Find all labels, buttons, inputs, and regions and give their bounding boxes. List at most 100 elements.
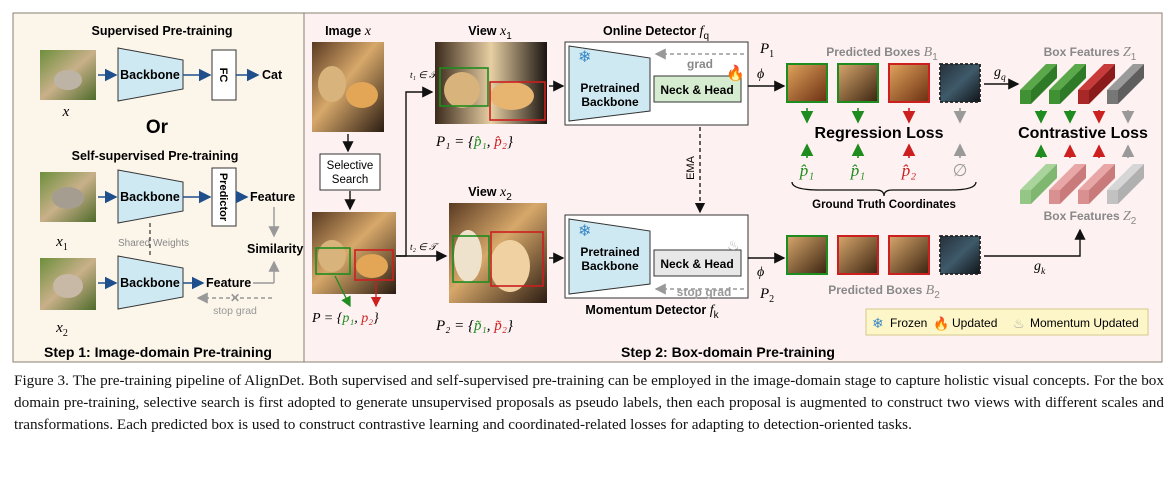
feature-label-bottom: Feature bbox=[206, 276, 251, 290]
predictor-block bbox=[211, 167, 237, 227]
view1-label: View x1 bbox=[468, 24, 512, 42]
selective-search-label: Selective Search bbox=[327, 160, 374, 186]
step1-title: Step 1: Image-domain Pre-training bbox=[44, 344, 272, 360]
online-neck-head-label: Neck & Head bbox=[660, 83, 733, 97]
online-backbone-block bbox=[568, 45, 651, 122]
backbone-label: Backbone bbox=[120, 68, 180, 82]
cat-figure bbox=[346, 82, 378, 108]
gq-label: gq bbox=[994, 65, 1006, 83]
view2-box-p1 bbox=[452, 235, 490, 283]
momentum-backbone-block bbox=[568, 218, 651, 295]
momentum-flame-icon: ♨ bbox=[727, 237, 740, 253]
stop-grad-cross-icon: ✕ bbox=[230, 291, 240, 305]
view2-box-p2 bbox=[490, 231, 544, 287]
gt-item-1: p̂₁ bbox=[799, 161, 814, 180]
momentum-backbone-label: Pretrained Backbone bbox=[580, 245, 639, 273]
contrastive-loss-label: Contrastive Loss bbox=[1018, 125, 1148, 142]
cat-figure bbox=[356, 254, 388, 278]
predicted-box-1 bbox=[786, 63, 828, 103]
feature-bar-z2-4 bbox=[1107, 164, 1144, 204]
or-label: Or bbox=[146, 117, 169, 138]
proposal-box-p1 bbox=[315, 247, 351, 275]
caption-text: Figure 3. The pre-training pipeline of A… bbox=[14, 372, 1164, 433]
self-supervised-title: Self-supervised Pre-training bbox=[72, 149, 239, 163]
feature-bar-z1-3 bbox=[1078, 64, 1115, 104]
box-features-Z1-label: Box Features Z1 bbox=[1044, 45, 1137, 63]
feature-bar-z2-3 bbox=[1078, 164, 1115, 204]
proposal-box-p2 bbox=[354, 249, 394, 281]
t2-label: t₂ ∈ 𝒯 bbox=[410, 243, 440, 253]
cat-figure bbox=[490, 82, 534, 110]
feature-bar-z1-2 bbox=[1049, 64, 1086, 104]
box-features-Z2-label: Box Features Z2 bbox=[1044, 209, 1137, 227]
supervised-title: Supervised Pre-training bbox=[91, 24, 232, 38]
backbone-block-online bbox=[117, 169, 184, 224]
phi-label-bottom: ϕ bbox=[757, 265, 764, 280]
predicted-box-3 bbox=[888, 63, 930, 103]
shared-weights-label: Shared Weights bbox=[118, 238, 189, 249]
gt-item-2: p̂₁ bbox=[850, 161, 865, 180]
backbone-label: Backbone bbox=[120, 276, 180, 290]
legend-updated: Updated bbox=[952, 316, 997, 330]
feature-bar-z2-2 bbox=[1049, 164, 1086, 204]
online-neck-head-block bbox=[653, 75, 742, 103]
cat-figure bbox=[53, 274, 83, 298]
feature-bar-z1-1 bbox=[1020, 64, 1057, 104]
selective-search-box bbox=[319, 153, 381, 191]
backbone-block-supervised bbox=[117, 47, 184, 102]
P2-label: P2 bbox=[759, 286, 774, 305]
dog-figure bbox=[318, 240, 346, 272]
snowflake-icon: ❄ bbox=[872, 315, 884, 331]
feature-label-top: Feature bbox=[250, 190, 295, 204]
legend-momentum-updated: Momentum Updated bbox=[1030, 316, 1139, 330]
fc-block bbox=[211, 49, 237, 101]
view1-box-p1 bbox=[439, 67, 489, 107]
x2-label: x2 bbox=[55, 320, 68, 339]
x1-label: x1 bbox=[55, 234, 68, 253]
proposal-set-label: P = {p₁, p₂} bbox=[311, 311, 379, 326]
similarity-label: Similarity bbox=[247, 242, 303, 256]
arrow-p1 bbox=[334, 275, 351, 308]
snowflake-icon: ❄ bbox=[578, 223, 591, 240]
gt-coords-label: Ground Truth Coordinates bbox=[812, 199, 956, 211]
image-x-label: Image x bbox=[325, 24, 372, 39]
t1-label: t₁ ∈ 𝒯 bbox=[410, 71, 440, 81]
P1-set-label: P₁ = {p̂₁, p̂₂} bbox=[435, 134, 513, 150]
momentum-flame-icon: ♨ bbox=[1013, 316, 1025, 331]
online-detector-title: Online Detector fq bbox=[603, 24, 709, 42]
cat-figure bbox=[52, 187, 84, 209]
momentum-detector-title: Momentum Detector fk bbox=[585, 303, 719, 321]
view2-label: View x2 bbox=[468, 185, 512, 203]
predicted-boxes-B1-label: Predicted Boxes B1 bbox=[826, 45, 938, 63]
online-backbone-label: Pretrained Backbone bbox=[580, 81, 639, 109]
gt-item-4: ∅ bbox=[953, 161, 968, 180]
predicted-box-b2-3 bbox=[888, 235, 930, 275]
stop-grad-label: stop grad bbox=[213, 305, 257, 317]
dog-figure bbox=[454, 230, 482, 282]
gk-arrow bbox=[984, 228, 1086, 257]
backbone-label: Backbone bbox=[120, 190, 180, 204]
grad-label: grad bbox=[687, 57, 713, 71]
dog-figure bbox=[318, 66, 346, 102]
momentum-neck-head-block bbox=[653, 249, 742, 277]
predicted-box-4 bbox=[939, 63, 981, 103]
predicted-box-b2-4 bbox=[939, 235, 981, 275]
ema-label: EMA bbox=[685, 155, 697, 180]
predictor-label: Predictor bbox=[217, 173, 229, 222]
predicted-box-b2-1 bbox=[786, 235, 828, 275]
legend-box bbox=[865, 308, 1149, 336]
fc-label: FC bbox=[217, 68, 229, 83]
P2-set-label: P₂ = {p̃₁, p̃₂} bbox=[435, 318, 513, 334]
figure-caption: Figure 3. The pre-training pipeline of A… bbox=[14, 370, 1164, 436]
predicted-boxes-B2-label: Predicted Boxes B2 bbox=[828, 283, 940, 301]
stop-grad-label-right: stop grad bbox=[677, 285, 732, 299]
P1-label: P1 bbox=[759, 41, 774, 60]
gt-item-3: p̂₂ bbox=[901, 161, 917, 180]
predicted-box-b2-2 bbox=[837, 235, 879, 275]
gt-brace bbox=[791, 181, 977, 197]
feature-bar-z2-1 bbox=[1020, 164, 1057, 204]
legend-frozen: Frozen bbox=[890, 316, 927, 330]
view1-box-p2 bbox=[489, 81, 546, 121]
cat-label: Cat bbox=[262, 68, 283, 82]
